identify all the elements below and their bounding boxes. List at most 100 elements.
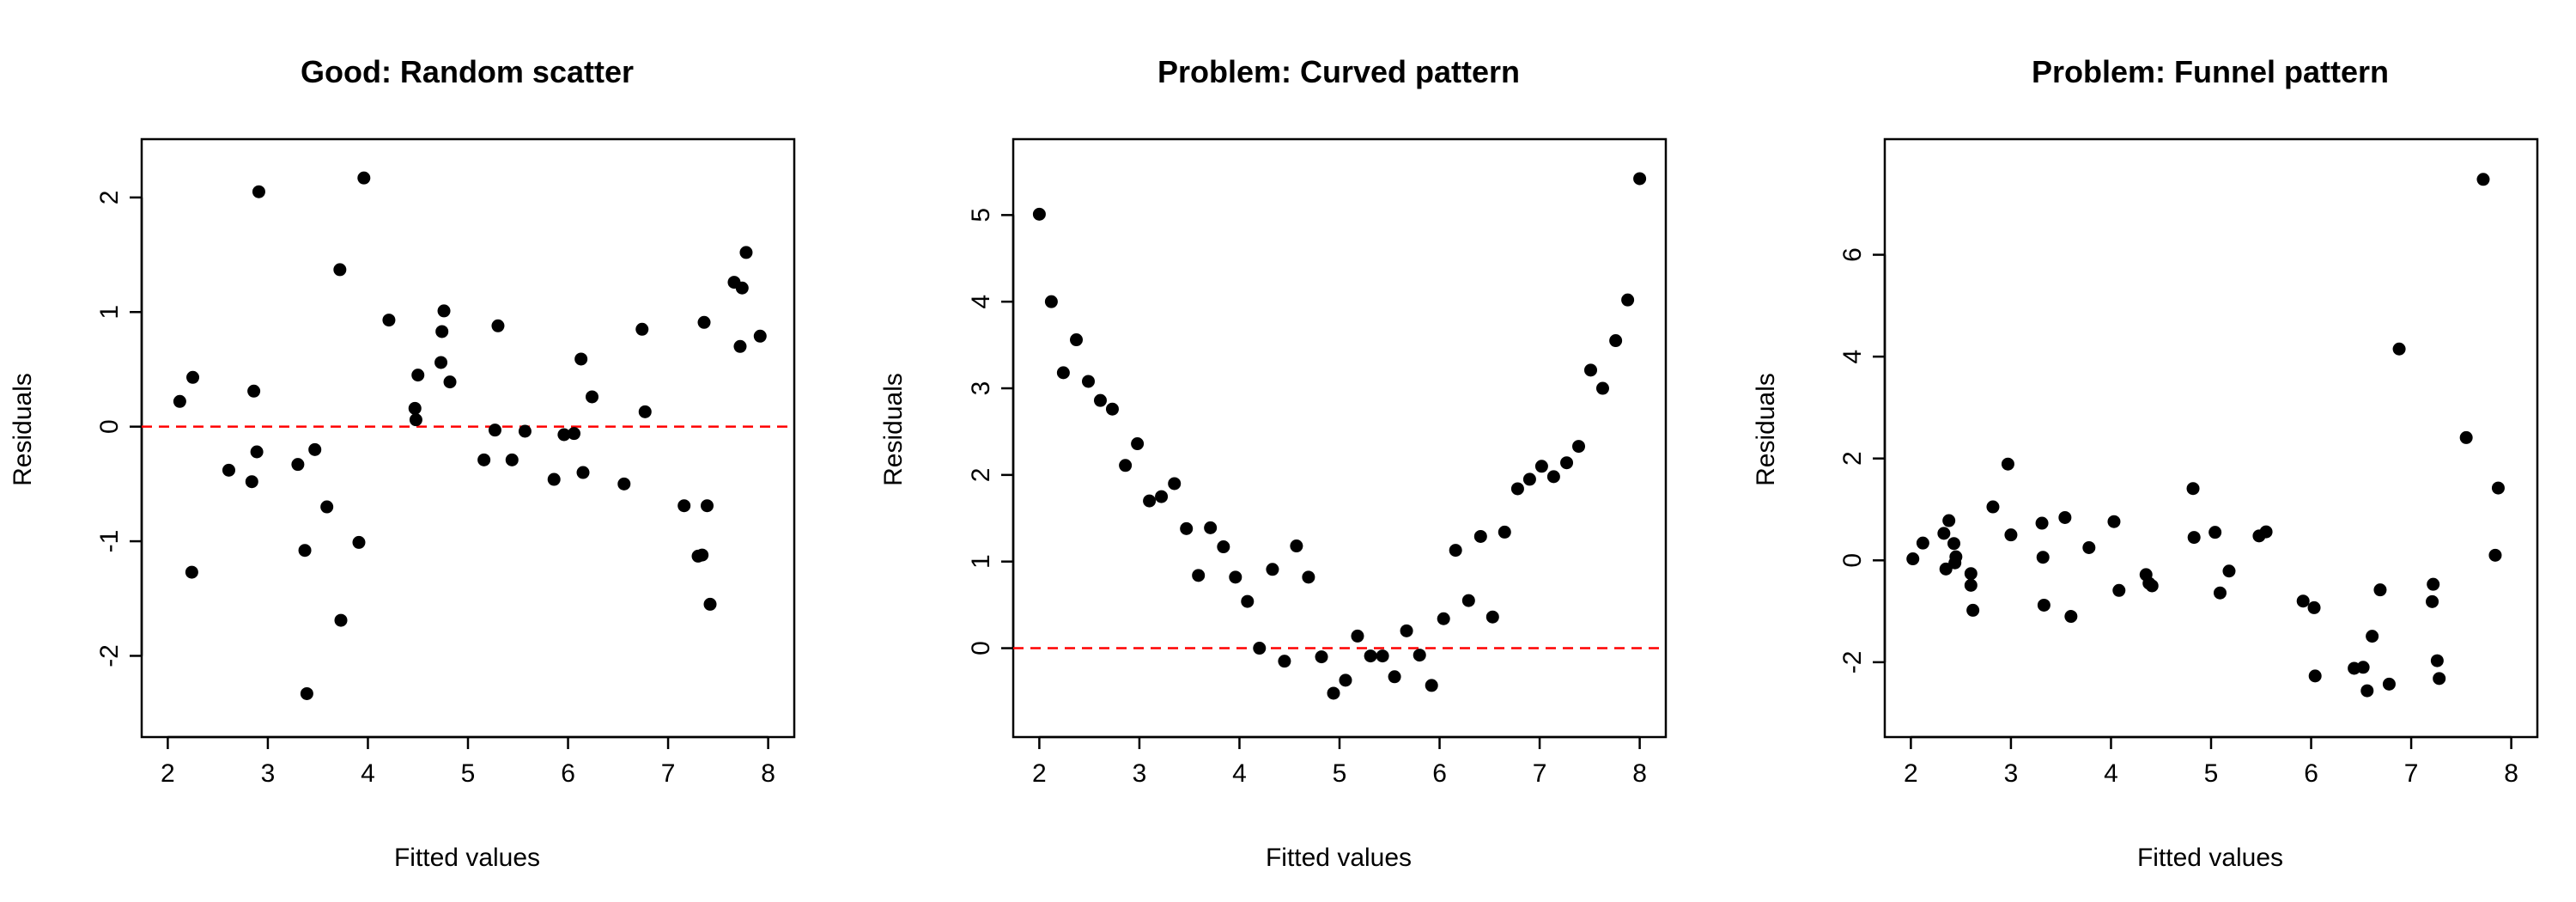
data-point [300,686,313,700]
data-point [1339,673,1352,687]
data-point [222,463,235,477]
data-point [1302,570,1315,584]
data-point [1906,552,1920,566]
y-tick-label: -1 [95,530,124,553]
y-tick-label: 1 [95,305,124,320]
x-tick-label: 2 [1904,759,1918,788]
data-point [443,375,457,389]
data-point [1032,207,1046,221]
data-point [382,314,396,327]
data-point [186,370,200,384]
y-tick-label: 4 [967,295,995,309]
data-point [1278,655,1291,668]
data-point [739,246,753,259]
data-point [2035,516,2049,530]
data-point [2213,586,2227,600]
data-point [488,424,501,437]
y-tick-label: 2 [95,191,124,205]
data-point [638,405,652,418]
data-point [247,384,261,398]
x-tick-label: 3 [2004,759,2019,788]
data-point [677,499,691,513]
data-point [2459,430,2473,444]
data-point [2491,481,2505,495]
data-point [547,472,561,486]
data-point [308,442,322,456]
data-point [1425,679,1438,692]
data-point [1964,578,1978,592]
x-tick-label: 5 [1333,759,1347,788]
y-axis-label: Residuals [879,373,908,486]
data-point [2112,583,2126,597]
data-point [352,535,366,549]
data-point [1583,363,1597,377]
y-tick-label: -2 [1838,651,1867,674]
data-point [1229,570,1242,584]
data-point [1560,456,1574,470]
data-point [1937,527,1951,540]
data-point [701,499,714,513]
data-point [574,352,588,366]
x-tick-label: 4 [361,759,375,788]
data-point [505,453,519,466]
data-point [357,171,371,185]
plot-area: 2 3 4 5 6 7 8 -2 -1 0 1 2 [95,137,796,788]
data-point [298,544,312,558]
data-point [1916,536,1929,550]
data-point [1609,334,1623,348]
x-tick-label: 3 [261,759,276,788]
data-point [2373,583,2387,597]
data-point [2308,669,2322,683]
data-point [2476,173,2490,186]
y-axis-label: Residuals [1752,373,1780,486]
y-tick-label: 3 [967,381,995,396]
panel-curved-pattern: Problem: Curved pattern Fitted values Re… [879,54,1668,872]
y-tick-label: 1 [967,554,995,569]
data-point [1093,393,1107,407]
y-tick-label: 5 [967,208,995,222]
data-point [1633,172,1647,186]
plot-area: 2 3 4 5 6 7 8 -2 0 2 4 6 [1838,137,2539,788]
data-point [1315,650,1328,664]
data-point [1253,642,1267,655]
data-point [477,453,491,466]
data-point [518,424,532,438]
data-point [1290,539,1303,553]
data-point [409,413,422,427]
data-point [568,427,581,441]
data-point [1131,437,1145,451]
chart-title: Problem: Funnel pattern [2032,54,2389,89]
data-point [1119,459,1133,472]
data-point [1986,500,2000,514]
data-point [252,185,265,198]
data-point [1413,649,1426,662]
x-tick-label: 3 [1133,759,1147,788]
data-point [437,304,451,318]
data-point [1241,594,1255,608]
chart-title: Good: Random scatter [301,54,634,89]
data-point [320,500,334,514]
data-point [1595,381,1609,395]
data-point [1388,670,1401,684]
data-point [1266,563,1279,576]
data-point [2004,528,2018,542]
data-point [2064,610,2078,624]
data-point [1546,470,1560,484]
data-point [2208,526,2222,539]
x-tick-label: 4 [2104,759,2118,788]
data-point [1143,494,1157,508]
panel-random-scatter: Good: Random scatter Fitted values Resid… [9,54,796,872]
x-tick-label: 7 [661,759,676,788]
data-point [245,475,258,489]
data-point [2082,540,2096,554]
data-point [334,613,348,627]
x-tick-label: 6 [1432,759,1447,788]
data-point [2107,515,2121,528]
data-point [2360,684,2374,698]
data-point [586,390,599,404]
data-point [2186,482,2200,496]
data-point [1082,375,1096,388]
data-point [291,458,305,472]
x-tick-label: 6 [561,759,575,788]
